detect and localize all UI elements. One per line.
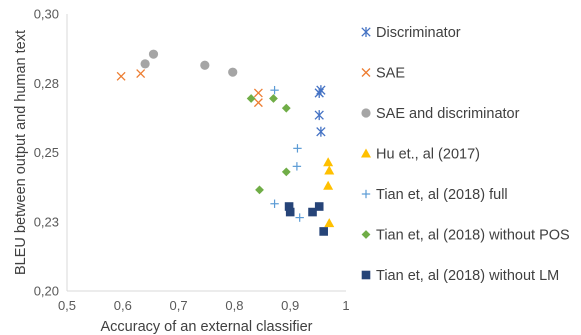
- x-tick-label: 1: [342, 298, 349, 313]
- legend-item: Tian et, al (2018) without LM: [361, 268, 559, 284]
- data-point: [295, 213, 304, 222]
- legend-marker: [361, 270, 371, 280]
- legend-label: Tian et, al (2018) without POS: [376, 228, 570, 244]
- legend-label: SAE: [376, 66, 405, 82]
- legend: Discriminator SAE SAE and discriminator Hu …: [361, 25, 570, 284]
- data-point: [316, 126, 326, 137]
- data-point: [323, 180, 334, 190]
- legend-item: Hu et., al (2017): [361, 147, 480, 163]
- data-points: [116, 49, 335, 236]
- data-point: [324, 165, 335, 175]
- y-tick-label: 0,25: [34, 145, 59, 160]
- legend-label: Tian et, al (2018) without LM: [376, 268, 559, 284]
- x-tick-label: 0,6: [114, 298, 132, 313]
- legend-label: Tian et, al (2018) full: [376, 187, 508, 203]
- data-point: [270, 199, 279, 208]
- data-point: [136, 69, 146, 79]
- y-tick-label: 0,28: [34, 76, 59, 91]
- data-point: [316, 85, 326, 96]
- x-tick-label: 0,9: [281, 298, 299, 313]
- data-point: [116, 71, 126, 81]
- data-point: [281, 167, 291, 177]
- data-point: [292, 162, 302, 171]
- x-tick-label: 0,7: [170, 298, 188, 313]
- data-point: [269, 94, 278, 103]
- data-point: [253, 88, 263, 98]
- data-point: [284, 202, 294, 211]
- data-point: [314, 87, 324, 98]
- data-point: [323, 157, 334, 167]
- legend-item: Tian et, al (2018) full: [361, 187, 508, 203]
- legend-label: Discriminator: [376, 25, 461, 41]
- data-point: [285, 207, 295, 217]
- data-point: [148, 49, 159, 59]
- series-6-points: [284, 202, 328, 236]
- data-point: [319, 227, 328, 236]
- y-tick-labels: 0,20 0,23 0,25 0,28 0,30: [34, 7, 59, 299]
- legend-item: SAE: [361, 66, 405, 82]
- series-5-points: [246, 94, 291, 195]
- data-point: [246, 94, 256, 103]
- x-axis-title: Accuracy of an external classifier: [101, 319, 313, 335]
- series-0-points: [314, 85, 326, 137]
- data-point: [255, 185, 264, 195]
- series-4-points: [270, 85, 304, 222]
- legend-marker: [361, 189, 371, 199]
- data-point: [314, 110, 324, 121]
- x-tick-labels: 0,5 0,6 0,7 0,8 0,9 1: [58, 298, 350, 313]
- legend-label: SAE and discriminator: [376, 106, 520, 122]
- series-3-points: [323, 157, 335, 228]
- data-point: [281, 103, 291, 113]
- series-1-points: [116, 69, 263, 108]
- data-point: [314, 202, 324, 211]
- x-tick-label: 0,5: [58, 298, 76, 313]
- axes: [66, 14, 346, 292]
- legend-item: SAE and discriminator: [361, 106, 520, 122]
- data-point: [308, 207, 317, 217]
- y-tick-label: 0,30: [34, 7, 59, 22]
- series-2-points: [140, 49, 238, 77]
- legend-label: Hu et., al (2017): [376, 147, 480, 163]
- legend-marker: [361, 68, 371, 77]
- data-point: [293, 144, 302, 153]
- data-point: [324, 218, 335, 228]
- legend-marker: [361, 230, 371, 239]
- data-point: [200, 60, 210, 70]
- data-point: [270, 85, 279, 95]
- data-point: [228, 67, 238, 77]
- x-tick-label: 0,8: [225, 298, 243, 313]
- legend-marker: [361, 27, 371, 37]
- y-tick-label: 0,23: [34, 214, 59, 229]
- legend-marker: [361, 108, 371, 118]
- data-point: [140, 59, 150, 69]
- y-axis-title: BLEU between output and human text: [13, 30, 29, 275]
- data-point: [253, 98, 263, 108]
- legend-marker: [361, 148, 371, 158]
- legend-item: Discriminator: [361, 25, 461, 41]
- y-tick-label: 0,20: [34, 284, 59, 299]
- legend-item: Tian et, al (2018) without POS: [361, 228, 570, 244]
